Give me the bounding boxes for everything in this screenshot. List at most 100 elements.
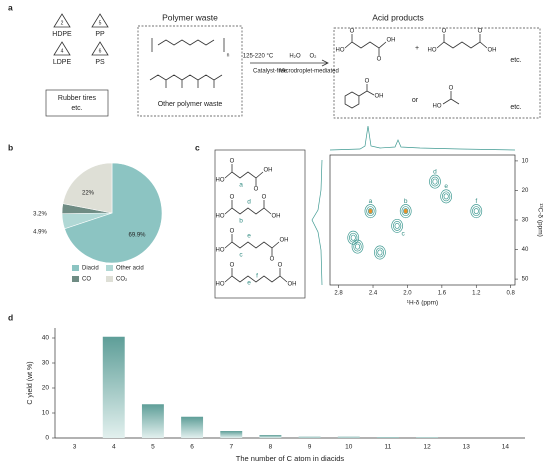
bar [337, 436, 360, 438]
atom: HO [216, 178, 225, 184]
atom: HO [428, 48, 437, 54]
contour [366, 206, 375, 217]
plastic-label: PS [95, 59, 105, 66]
contour [443, 193, 449, 200]
diacid-structure [224, 234, 280, 256]
bar [220, 431, 243, 438]
condition: 125-220 °C [243, 54, 274, 60]
pie-slice [64, 162, 163, 264]
contour [401, 206, 410, 217]
y-axis-label: C yield (wt %) [27, 361, 34, 404]
atom: HO [433, 104, 442, 110]
x-tick-label: 2.4 [369, 291, 378, 297]
bar [141, 404, 164, 438]
other-waste: etc. [71, 105, 82, 112]
contour-core [403, 208, 408, 214]
contour [351, 239, 364, 254]
contour-core [368, 208, 373, 214]
reaction-arrow [250, 59, 329, 67]
contour [354, 243, 361, 250]
x-tick-label: 11 [385, 444, 392, 451]
connector: or [412, 97, 419, 104]
contour [347, 230, 360, 245]
site-label: c [239, 252, 243, 259]
panel-label: a [8, 2, 13, 12]
contour [394, 222, 400, 229]
atom: O [278, 263, 283, 269]
x-tick-label: 7 [229, 444, 233, 451]
repeat-subscript: n [227, 52, 230, 58]
legend-label: CO₂ [116, 277, 128, 283]
y-tick-label: 30 [42, 360, 50, 367]
atom: O [230, 229, 235, 235]
slice-label: 22% [82, 191, 95, 197]
recycle-icon [53, 41, 71, 56]
y-tick-label: 10 [42, 410, 50, 417]
connector: etc. [510, 104, 521, 111]
other-waste: Rubber tires [58, 95, 97, 102]
atom: OH [288, 282, 297, 288]
acid-box [333, 27, 541, 119]
peak-label: d [433, 168, 437, 175]
contour [375, 247, 385, 258]
y-tick-label: 20 [42, 385, 50, 392]
y-tick-label: 40 [42, 335, 50, 342]
bar [416, 437, 439, 438]
atom: O [270, 257, 275, 263]
x-tick-label: 3 [73, 444, 77, 451]
x-tick-label: 2.0 [403, 291, 412, 297]
atom: HO [336, 48, 345, 54]
contour [350, 234, 356, 241]
recycle-code: 2 [61, 20, 64, 26]
diacid-structure [224, 164, 264, 186]
x-tick-label: 0.8 [507, 291, 516, 297]
contour [442, 191, 451, 202]
site-label: e [247, 233, 251, 240]
y-tick-label: 50 [522, 277, 529, 283]
atom: HO [216, 282, 225, 288]
atom: O [365, 79, 370, 85]
contour [440, 189, 453, 204]
contour [430, 176, 440, 187]
slice-label: 4.9% [33, 230, 47, 236]
atom: O [230, 263, 235, 269]
branched-polymer [149, 74, 223, 88]
contour [473, 208, 479, 215]
contour [470, 204, 483, 219]
recycle-icon [91, 41, 109, 56]
x-tick-label: 6 [190, 444, 194, 451]
contour [429, 174, 441, 189]
x-tick-label: 5 [151, 444, 155, 451]
bar [102, 336, 125, 438]
polymer-title: Polymer waste [162, 12, 218, 22]
y-tick-label: 30 [522, 218, 529, 224]
atom: O [449, 86, 454, 92]
atom: O [262, 195, 267, 201]
legend-swatch [72, 276, 79, 282]
y-tick-label: 20 [522, 188, 529, 194]
atom: OH [488, 48, 497, 54]
nmr-frame [329, 154, 516, 286]
bar [259, 435, 282, 438]
acid-title: Acid products [372, 12, 424, 22]
diacid-structure [224, 268, 288, 283]
panel-label: c [195, 142, 200, 152]
x-axis-label: The number of C atom in diacids [236, 454, 345, 463]
contour [353, 241, 362, 252]
recycle-code: 4 [61, 48, 64, 54]
condition: Catalyst-free [253, 69, 288, 75]
pie-slice [62, 162, 113, 214]
x-tick-label: 12 [423, 444, 431, 451]
recycle-code: 5 [99, 20, 102, 26]
atom: HO [216, 214, 225, 220]
x-tick-label: 4 [112, 444, 116, 451]
site-label: f [256, 273, 258, 280]
atom: OH [280, 238, 289, 244]
legend-swatch [106, 276, 113, 282]
y-tick-label: 10 [522, 158, 529, 164]
benzoic-acid [344, 84, 375, 109]
x-tick-label: 1.6 [438, 291, 447, 297]
glutaric-acid [436, 34, 488, 49]
peak-label: e [444, 183, 448, 190]
atom: O [230, 195, 235, 201]
